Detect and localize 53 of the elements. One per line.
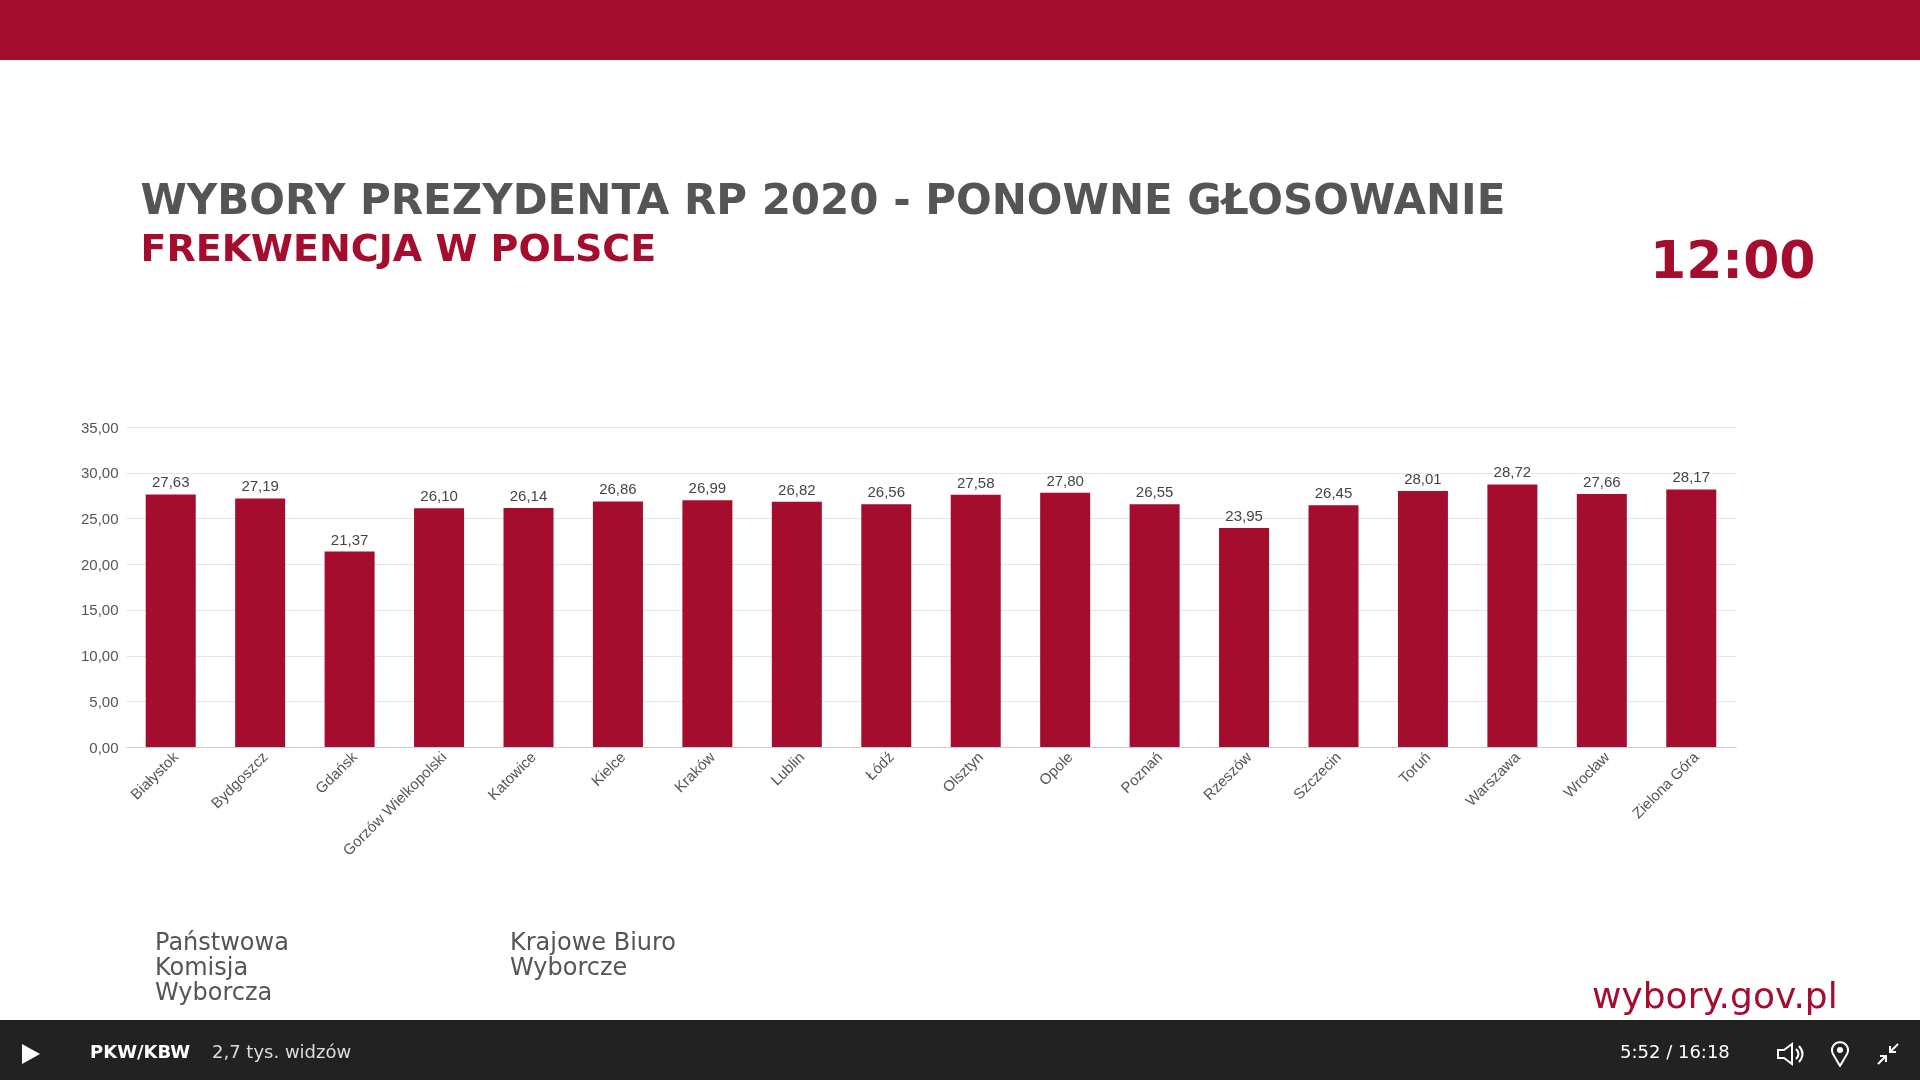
bar: [1040, 492, 1091, 747]
bar: [1397, 490, 1448, 747]
data-label: 26,55: [1135, 483, 1174, 501]
chart-subtitle: FREKWENCJA W POLSCE: [140, 226, 657, 270]
y-tick-label: 10,00: [80, 647, 119, 665]
bar: [1308, 505, 1359, 747]
data-label: 23,95: [1225, 507, 1263, 525]
text: 2,7 tys. widzów: [212, 1041, 352, 1062]
text: wybory.gov.pl: [1592, 975, 1838, 1016]
bar: [592, 501, 643, 747]
bar: [414, 508, 465, 747]
data-label: 21,37: [330, 530, 369, 548]
y-tick-label: 0,00: [89, 738, 119, 756]
data-label: 26,82: [778, 480, 816, 498]
text: 5:52 / 16:18: [1620, 1041, 1730, 1062]
bar: [1129, 504, 1180, 747]
y-tick-label: 30,00: [80, 464, 119, 482]
data-label: 27,80: [1046, 471, 1084, 489]
y-tick-label: 5,00: [89, 692, 119, 710]
y-tick-label: 20,00: [80, 555, 119, 573]
text: 12:00: [1650, 230, 1816, 290]
data-label: 26,10: [420, 487, 458, 505]
bar: [324, 551, 375, 747]
text: Krajowe Biuro Wyborcze: [510, 928, 678, 982]
data-label: 28,72: [1493, 463, 1532, 481]
data-label: 27,58: [956, 473, 995, 491]
text: PKW/KBW: [90, 1041, 191, 1062]
data-label: 26,56: [867, 483, 906, 501]
data-label: 26,86: [599, 480, 637, 498]
y-tick-label: 25,00: [80, 509, 119, 527]
data-label: 28,17: [1672, 468, 1711, 486]
bar: [771, 501, 822, 747]
data-label: 27,66: [1583, 473, 1621, 491]
bar: [1219, 528, 1270, 747]
bar: [235, 498, 286, 747]
bar: [861, 504, 912, 747]
data-label: 26,45: [1314, 484, 1353, 502]
data-label: 28,01: [1404, 469, 1442, 487]
bar: [145, 494, 196, 747]
bar: [950, 494, 1001, 747]
y-tick-label: 15,00: [80, 601, 119, 619]
bar: [503, 508, 554, 747]
bar: [1666, 489, 1717, 747]
data-label: 26,14: [509, 487, 548, 505]
bar: [1487, 484, 1538, 747]
text: Państwowa Komisja Wyborcza: [155, 928, 290, 1007]
data-label: 27,19: [241, 477, 279, 495]
bar: [682, 500, 733, 747]
chart-title: WYBORY PREZYDENTA RP 2020 - PONOWNE GŁOSOWANIE: [140, 175, 1506, 224]
data-label: 27,63: [151, 473, 190, 491]
data-label: 26,99: [688, 479, 727, 497]
bar: [1576, 494, 1627, 747]
y-tick-label: 35,00: [80, 418, 119, 436]
